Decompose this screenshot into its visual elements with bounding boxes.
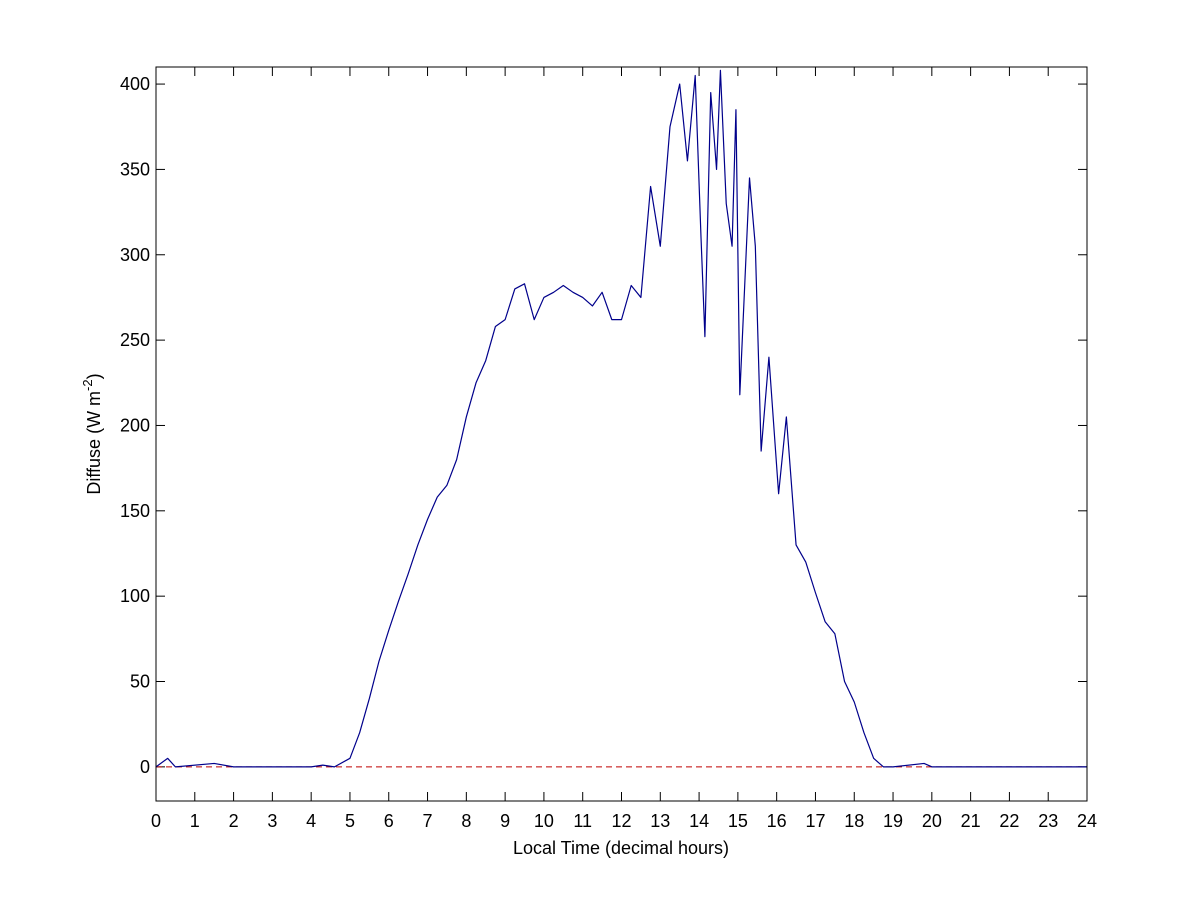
x-tick-label: 1	[190, 811, 200, 831]
x-tick-label: 11	[573, 811, 592, 831]
axes-box	[155, 66, 1088, 802]
y-tick-label: 0	[140, 757, 150, 777]
y-tick-label: 250	[120, 330, 150, 350]
y-label-main: Diffuse (W m	[84, 391, 104, 495]
x-tick-label: 14	[689, 811, 709, 831]
x-tick-label: 12	[611, 811, 631, 831]
y-tick-label: 50	[130, 672, 150, 692]
x-tick-label: 5	[345, 811, 355, 831]
x-tick-label: 4	[306, 811, 316, 831]
x-tick-label: 13	[650, 811, 670, 831]
data-line	[155, 69, 1087, 768]
x-tick-label: 16	[767, 811, 787, 831]
y-axis-label: Diffuse (W m-2)	[80, 373, 104, 494]
x-tick-label: 9	[500, 811, 510, 831]
x-tick-label: 2	[229, 811, 239, 831]
y-tick-label: 350	[120, 159, 150, 179]
x-tick-label: 24	[1077, 811, 1097, 831]
y-tick-label: 300	[120, 245, 150, 265]
x-tick-label: 18	[844, 811, 864, 831]
y-label-end: )	[84, 373, 104, 379]
x-tick-label: 23	[1038, 811, 1058, 831]
x-tick-label: 15	[728, 811, 748, 831]
x-tick-label: 3	[267, 811, 277, 831]
x-tick-label: 10	[534, 811, 554, 831]
x-tick-label: 19	[883, 811, 903, 831]
x-tick-label: 22	[999, 811, 1019, 831]
x-axis-label: Local Time (decimal hours)	[513, 838, 729, 858]
y-tick-label: 150	[120, 501, 150, 521]
x-tick-label: 0	[151, 811, 161, 831]
x-tick-label: 6	[384, 811, 394, 831]
x-tick-label: 17	[805, 811, 825, 831]
x-tick-label: 7	[423, 811, 433, 831]
x-tick-label: 8	[461, 811, 471, 831]
x-tick-label: 21	[961, 811, 981, 831]
plot-area	[156, 67, 1087, 801]
y-label-sup: -2	[80, 379, 95, 391]
y-tick-label: 400	[120, 74, 150, 94]
x-tick-label: 20	[922, 811, 942, 831]
y-tick-label: 100	[120, 586, 150, 606]
y-tick-label: 200	[120, 415, 150, 435]
